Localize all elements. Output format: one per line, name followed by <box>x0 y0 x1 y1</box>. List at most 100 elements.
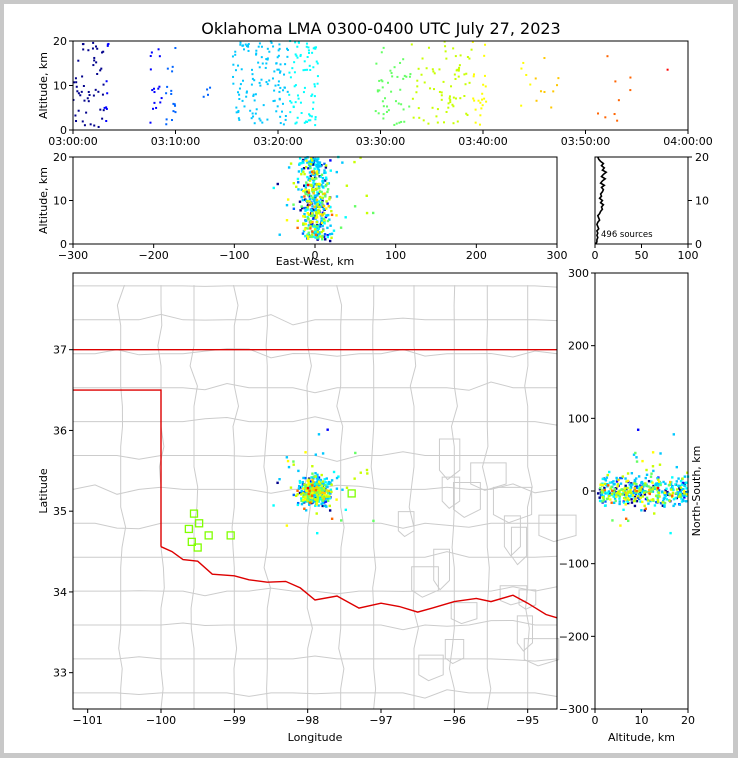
time-altitude-point <box>151 89 154 92</box>
time-altitude-point <box>403 74 406 77</box>
time-altitude-point <box>278 90 281 93</box>
ew-altitude-point <box>324 238 327 241</box>
ns-altitude-point <box>674 483 677 486</box>
ns-altitude-point <box>683 492 686 495</box>
ew-altitude-point <box>312 192 315 195</box>
ns-altitude-point <box>644 482 647 485</box>
ns-altitude-point <box>655 501 658 504</box>
ew-altitude-point <box>353 205 357 208</box>
time-altitude-point <box>433 88 436 91</box>
ew-altitude-point <box>314 194 318 197</box>
county-boundary <box>73 619 557 631</box>
ns-altitude-point <box>624 477 627 480</box>
time-altitude-point <box>266 118 269 121</box>
county-boundary <box>73 381 557 394</box>
ew-altitude-point <box>302 170 305 173</box>
time-altitude-point <box>464 83 467 86</box>
plan-view-point <box>317 486 320 490</box>
ew-altitude-point <box>330 213 334 217</box>
ew-altitude-point <box>297 181 300 184</box>
time-altitude-point <box>405 75 408 78</box>
plan-view-point <box>316 480 319 483</box>
ew-altitude-point <box>300 195 303 199</box>
time-altitude-point <box>402 58 405 61</box>
ns-altitude-point <box>603 482 607 486</box>
ew-altitude-point <box>314 202 317 205</box>
ns-altitude-point <box>651 451 655 454</box>
time-altitude-point <box>465 112 468 115</box>
ns-altitude-point <box>610 501 613 504</box>
time-altitude-point <box>289 100 292 103</box>
latitude-axis-tick-label: 35 <box>53 505 67 518</box>
ew-altitude-point <box>306 175 309 179</box>
ns-altitude-point <box>608 481 612 484</box>
ns-altitude-point <box>680 500 684 503</box>
time-altitude-point <box>400 103 403 106</box>
time-altitude-point <box>312 101 315 104</box>
plan-view-point <box>316 475 319 478</box>
county-boundary <box>336 284 345 710</box>
plan-view-point <box>344 508 348 512</box>
plan-view-point <box>321 486 324 490</box>
plan-view-point <box>309 493 313 496</box>
plan-view-point <box>304 486 307 489</box>
ew-altitude-point <box>315 183 318 187</box>
time-altitude-point <box>247 45 250 48</box>
altitude-histogram-line <box>595 156 608 245</box>
ew-altitude-point <box>272 186 275 190</box>
time-altitude-point <box>296 94 299 97</box>
ns-altitude-point <box>640 481 643 484</box>
ns-altitude-point <box>655 482 658 485</box>
time-altitude-point <box>170 89 173 92</box>
ns-altitude-point <box>624 498 627 501</box>
time-altitude-point <box>286 90 289 93</box>
time-altitude-point <box>157 87 160 90</box>
time-altitude-point <box>482 83 485 86</box>
time-altitude-point <box>292 105 295 108</box>
ns-altitude-point <box>601 477 605 481</box>
ew-altitude-point <box>317 185 321 188</box>
time-altitude-point <box>380 51 383 54</box>
plan-view-point <box>312 488 315 492</box>
ew-altitude-point <box>316 225 319 228</box>
plan-view-point <box>311 478 314 482</box>
ns-altitude-point <box>624 503 627 506</box>
ns-altitude-point <box>623 489 627 492</box>
time-altitude-point <box>297 97 300 100</box>
county-boundary <box>231 284 240 710</box>
time-altitude-point <box>165 92 168 95</box>
time-altitude-point <box>614 80 617 83</box>
time-altitude-point <box>380 79 383 82</box>
time-altitude-point <box>172 110 175 113</box>
ns-altitude-point <box>650 498 653 502</box>
time-altitude-point <box>451 103 454 106</box>
plan-view-point <box>303 483 306 486</box>
time-altitude-point <box>278 47 281 50</box>
ew-altitude-point <box>310 235 313 239</box>
time-altitude-point <box>165 123 168 126</box>
ew-altitude-point <box>315 214 318 217</box>
plan-view-point <box>311 497 314 500</box>
plan-view-point <box>319 492 322 496</box>
time-altitude-point <box>234 50 237 53</box>
ns-altitude-point <box>645 490 648 493</box>
ew-altitude-point <box>359 156 362 159</box>
plan-view-point <box>345 486 349 489</box>
time-altitude-point <box>284 114 287 117</box>
time-altitude-point <box>250 68 253 71</box>
ns-altitude-point <box>649 475 653 478</box>
ns-altitude-point <box>615 491 619 495</box>
time-altitude-point <box>105 107 108 110</box>
county-boundary <box>438 438 461 481</box>
plan-view-point <box>310 488 313 491</box>
plan-view-point <box>278 477 281 481</box>
ns-altitude-point <box>619 493 623 496</box>
ew-altitude-point <box>323 169 326 172</box>
ns-axis-tick-label: −300 <box>559 703 589 716</box>
county-boundary <box>263 285 272 710</box>
plan-view-point <box>314 453 318 456</box>
ns-altitude-point <box>624 517 628 520</box>
ew-altitude-point <box>311 220 314 224</box>
ew-altitude-point <box>329 159 332 162</box>
ns-altitude-point <box>617 492 620 495</box>
